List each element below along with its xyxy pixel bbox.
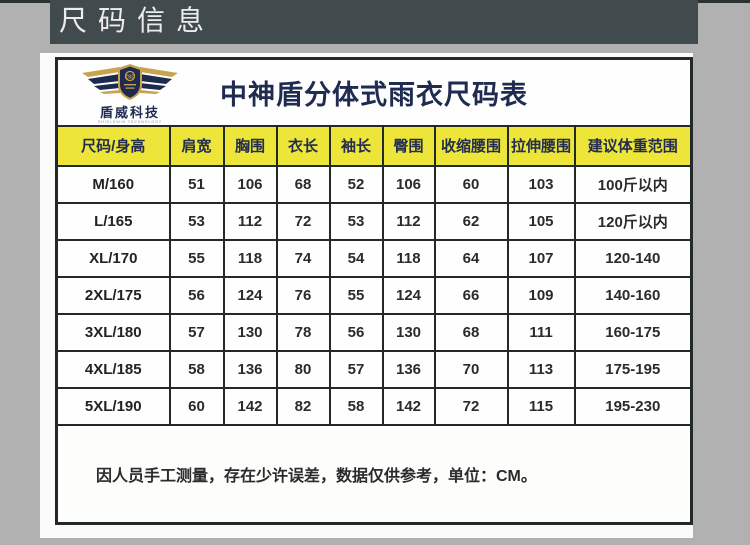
page-title: 尺码信息 — [59, 6, 216, 37]
measurement-cell: 66 — [433, 275, 509, 315]
measurement-cell: 57 — [168, 312, 225, 352]
content-panel: ZSD 盾威科技 SHIELDWIN TECHNOLOGY 中神盾分体式雨衣尺码… — [40, 53, 694, 538]
measurement-cell: 70 — [433, 349, 509, 389]
table-row: XL/170 55 118 74 54 118 64 107 120-140 — [55, 238, 693, 278]
size-label-cell: 2XL/175 — [55, 275, 171, 315]
measurement-cell: 52 — [328, 164, 384, 204]
measurement-cell: 60 — [433, 164, 509, 204]
measurement-cell: 58 — [328, 386, 384, 426]
measurement-cell: 195-230 — [573, 386, 693, 426]
measurement-cell: 106 — [222, 164, 278, 204]
table-row: 4XL/185 58 136 80 57 136 70 113 175-195 — [55, 349, 693, 389]
svg-text:ZSD: ZSD — [125, 75, 135, 81]
column-header-weight-range: 建议体重范围 — [573, 124, 693, 167]
measurement-cell: 109 — [506, 275, 576, 315]
measurement-cell: 78 — [275, 312, 331, 352]
measurement-cell: 160-175 — [573, 312, 693, 352]
measurement-cell: 115 — [506, 386, 576, 426]
note-row: 因人员手工测量，存在少许误差，数据仅供参考，单位：CM。 — [55, 423, 693, 525]
brand-title-cell: ZSD 盾威科技 SHIELDWIN TECHNOLOGY 中神盾分体式雨衣尺码… — [55, 57, 693, 127]
measurement-cell: 142 — [222, 386, 278, 426]
size-label-cell: XL/170 — [55, 238, 171, 278]
shield-wings-logo-icon: ZSD — [82, 64, 178, 100]
measurement-cell: 55 — [168, 238, 225, 278]
measurement-cell: 107 — [506, 238, 576, 278]
brand-name: 盾威科技 — [99, 105, 160, 120]
measurement-cell: 60 — [168, 386, 225, 426]
measurement-cell: 72 — [433, 386, 509, 426]
measurement-cell: 140-160 — [573, 275, 693, 315]
measurement-cell: 74 — [275, 238, 331, 278]
measurement-cell: 76 — [275, 275, 331, 315]
column-header-length: 衣长 — [275, 124, 331, 167]
table-row: M/160 51 106 68 52 106 60 103 100斤以内 — [55, 164, 693, 204]
size-chart-title: 中神盾分体式雨衣尺码表 — [220, 79, 529, 110]
measurement-cell: 56 — [328, 312, 384, 352]
measurement-cell: 57 — [328, 349, 384, 389]
measurement-cell: 62 — [433, 201, 509, 241]
measurement-cell: 106 — [381, 164, 436, 204]
page-header-bar: 尺码信息 — [50, 0, 698, 44]
measurement-cell: 118 — [381, 238, 436, 278]
measurement-cell: 113 — [506, 349, 576, 389]
measurement-cell: 80 — [275, 349, 331, 389]
measurement-cell: 55 — [328, 275, 384, 315]
measurement-cell: 53 — [328, 201, 384, 241]
measurement-cell: 82 — [275, 386, 331, 426]
measurement-cell: 103 — [506, 164, 576, 204]
table-row: 3XL/180 57 130 78 56 130 68 111 160-175 — [55, 312, 693, 352]
measurement-cell: 136 — [381, 349, 436, 389]
brand-subtext: SHIELDWIN TECHNOLOGY — [97, 119, 163, 124]
measurement-cell: 100斤以内 — [573, 164, 693, 204]
column-header-sleeve: 袖长 — [328, 124, 384, 167]
measurement-cell: 124 — [381, 275, 436, 315]
measurement-cell: 124 — [222, 275, 278, 315]
column-header-row: 尺码/身高 肩宽 胸围 衣长 袖长 臀围 收缩腰围 拉伸腰围 建议体重范围 — [55, 124, 693, 167]
column-header-hip: 臀围 — [381, 124, 436, 167]
measurement-cell: 54 — [328, 238, 384, 278]
measurement-cell: 51 — [168, 164, 225, 204]
measurement-cell: 112 — [381, 201, 436, 241]
brand-logo: ZSD 盾威科技 SHIELDWIN TECHNOLOGY — [75, 63, 185, 124]
size-label-cell: M/160 — [55, 164, 171, 204]
measurement-cell: 142 — [381, 386, 436, 426]
measurement-cell: 120斤以内 — [573, 201, 693, 241]
measurement-cell: 112 — [222, 201, 278, 241]
measurement-cell: 105 — [506, 201, 576, 241]
table-row: 5XL/190 60 142 82 58 142 72 115 195-230 — [55, 386, 693, 426]
measurement-cell: 64 — [433, 238, 509, 278]
measurement-cell: 111 — [506, 312, 576, 352]
column-header-chest: 胸围 — [222, 124, 278, 167]
measurement-cell: 118 — [222, 238, 278, 278]
measurement-cell: 53 — [168, 201, 225, 241]
measurement-cell: 130 — [222, 312, 278, 352]
table-row: 2XL/175 56 124 76 55 124 66 109 140-160 — [55, 275, 693, 315]
measurement-cell: 175-195 — [573, 349, 693, 389]
column-header-waist-stretched: 拉伸腰围 — [506, 124, 576, 167]
measurement-note: 因人员手工测量，存在少许误差，数据仅供参考，单位：CM。 — [55, 423, 693, 525]
measurement-cell: 58 — [168, 349, 225, 389]
size-label-cell: 3XL/180 — [55, 312, 171, 352]
size-label-cell: 4XL/185 — [55, 349, 171, 389]
size-label-cell: 5XL/190 — [55, 386, 171, 426]
measurement-cell: 72 — [275, 201, 331, 241]
size-label-cell: L/165 — [55, 201, 171, 241]
column-header-size-height: 尺码/身高 — [55, 124, 171, 167]
column-header-waist-shrunk: 收缩腰围 — [433, 124, 509, 167]
brand-title-row: ZSD 盾威科技 SHIELDWIN TECHNOLOGY 中神盾分体式雨衣尺码… — [55, 57, 693, 127]
measurement-cell: 120-140 — [573, 238, 693, 278]
measurement-cell: 56 — [168, 275, 225, 315]
size-chart-table: ZSD 盾威科技 SHIELDWIN TECHNOLOGY 中神盾分体式雨衣尺码… — [55, 57, 694, 525]
measurement-cell: 130 — [381, 312, 436, 352]
table-row: L/165 53 112 72 53 112 62 105 120斤以内 — [55, 201, 693, 241]
measurement-cell: 136 — [222, 349, 278, 389]
measurement-cell: 68 — [433, 312, 509, 352]
measurement-cell: 68 — [275, 164, 331, 204]
column-header-shoulder: 肩宽 — [168, 124, 225, 167]
size-table-body: M/160 51 106 68 52 106 60 103 100斤以内 L/165 53 112 72… — [55, 164, 693, 426]
